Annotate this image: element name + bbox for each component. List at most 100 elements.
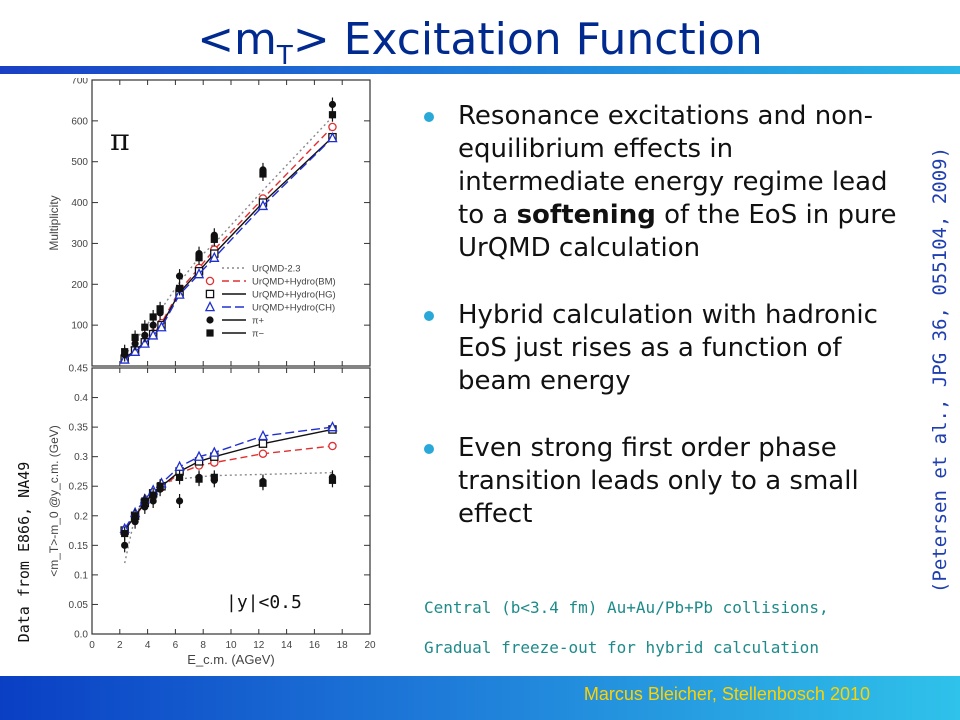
legend-marker (206, 329, 214, 337)
reference-citation: (Petersen et al., JPG 36, 055104, 2009) (929, 146, 951, 594)
data-point (141, 497, 149, 505)
data-point (328, 122, 337, 132)
bullet-dot-icon (424, 311, 434, 321)
y-tick-label: 0.4 (74, 393, 88, 404)
data-point (327, 421, 338, 432)
legend-entry: UrQMD+Hydro(HG) (252, 290, 336, 301)
x-axis-label: E_c.m. (AGeV) (187, 652, 274, 667)
x-tick-label: 0 (89, 640, 95, 651)
series-line-UrQMD-2.3 (124, 116, 333, 357)
series-line-UrQMD-2.3 (123, 471, 333, 564)
x-tick-label: 2 (117, 640, 123, 651)
data-point (257, 199, 269, 211)
y-tick-label: 600 (71, 116, 88, 127)
y-tick-label: 0.25 (69, 482, 89, 493)
data-point (209, 251, 220, 262)
data-point (156, 321, 167, 332)
y-tick-label: 0.05 (69, 600, 89, 611)
bullet-item-phase-transition: Even strong first order phase transition… (420, 432, 900, 531)
data-source-label: Data from E866, NA49 (15, 461, 33, 643)
legend-entry: π+ (252, 316, 265, 327)
x-tick-label: 10 (225, 640, 237, 651)
x-tick-label: 6 (173, 640, 179, 651)
legend-entry: UrQMD-2.3 (252, 264, 301, 275)
y-axis-label: <m_T>-m_0 @y_c.m. (GeV) (47, 425, 61, 577)
x-tick-label: 20 (364, 640, 376, 651)
data-point (131, 333, 139, 341)
data-point (174, 460, 185, 471)
data-point (328, 441, 337, 451)
legend-entry: UrQMD+Hydro(CH) (252, 303, 335, 314)
data-point (195, 475, 203, 483)
data-point (148, 329, 159, 340)
legend-entry: π− (252, 329, 265, 340)
legend-marker (205, 276, 215, 286)
series-line-UrQMD+Hydro(HG) (124, 136, 333, 360)
y-tick-label: 0.3 (74, 452, 88, 463)
x-tick-label: 8 (200, 640, 206, 651)
data-point (195, 254, 203, 262)
data-point (149, 321, 157, 329)
data-point (141, 323, 149, 331)
x-tick-label: 14 (281, 640, 293, 651)
bullet-list: Resonance excitations and non-equilibriu… (420, 100, 900, 565)
data-point (210, 235, 218, 243)
y-tick-label: 400 (71, 198, 88, 209)
bullet-item-hybrid: Hybrid calculation with hadronic EoS jus… (420, 299, 900, 398)
y-axis-label: Multiplicity (47, 195, 61, 250)
data-point (156, 482, 164, 490)
data-point (328, 100, 337, 109)
note-collisions: Central (b<3.4 fm) Au+Au/Pb+Pb collision… (424, 598, 829, 617)
data-point (175, 284, 184, 292)
note-freeze-out: Gradual freeze-out for hybrid calculatio… (424, 638, 819, 657)
panel-label-pion: π (110, 123, 130, 158)
data-point (328, 476, 337, 484)
legend-marker (205, 289, 215, 299)
data-point (328, 111, 337, 119)
y-tick-label: 0.15 (69, 541, 89, 552)
data-point (258, 449, 268, 458)
y-tick-label: 0.2 (74, 511, 88, 522)
y-tick-label: 300 (71, 239, 88, 250)
data-point (149, 313, 157, 321)
data-point (209, 446, 220, 457)
panel-label-rapidity: |y|<0.5 (226, 592, 302, 613)
data-point (121, 529, 129, 538)
data-point (258, 439, 268, 448)
y-tick-label: 700 (71, 78, 88, 87)
x-tick-label: 16 (309, 640, 321, 651)
data-point (210, 473, 218, 481)
data-point (141, 331, 149, 339)
data-point (259, 479, 267, 487)
series-line-UrQMD+Hydro(CH) (124, 426, 333, 530)
series-line-UrQMD+Hydro(BM) (124, 445, 333, 531)
x-tick-label: 4 (145, 640, 151, 651)
series-line-UrQMD+Hydro(HG) (124, 428, 333, 531)
y-tick-label: 0.1 (74, 570, 88, 581)
bullet-item-softening: Resonance excitations and non-equilibriu… (420, 100, 900, 265)
y-tick-label: 500 (71, 157, 88, 168)
x-tick-label: 12 (253, 640, 265, 651)
y-tick-label: 0.35 (69, 423, 89, 434)
data-point (131, 512, 139, 520)
data-point (149, 491, 157, 499)
data-point (193, 450, 205, 461)
data-point (121, 541, 129, 549)
plot-frame-multiplicity (91, 79, 371, 367)
legend-marker (206, 316, 214, 324)
y-tick-label: 200 (71, 280, 88, 291)
data-point (259, 170, 267, 178)
legend-marker (204, 300, 216, 312)
mt-excitation-chart: 100200300400500600700MultiplicityπUrQMD-… (47, 78, 376, 667)
data-point (257, 429, 269, 441)
data-point (175, 473, 184, 481)
title-underline-bar (0, 66, 960, 74)
slide-title: <mT> Excitation Function (197, 14, 763, 71)
y-tick-label: 0.45 (69, 364, 89, 375)
data-point (193, 268, 205, 279)
data-point (121, 348, 129, 356)
x-tick-label: 18 (337, 640, 349, 651)
legend-entry: UrQMD+Hydro(BM) (252, 277, 336, 288)
footer-text: Marcus Bleicher, Stellenbosch 2010 (583, 684, 870, 704)
data-point (175, 497, 184, 505)
